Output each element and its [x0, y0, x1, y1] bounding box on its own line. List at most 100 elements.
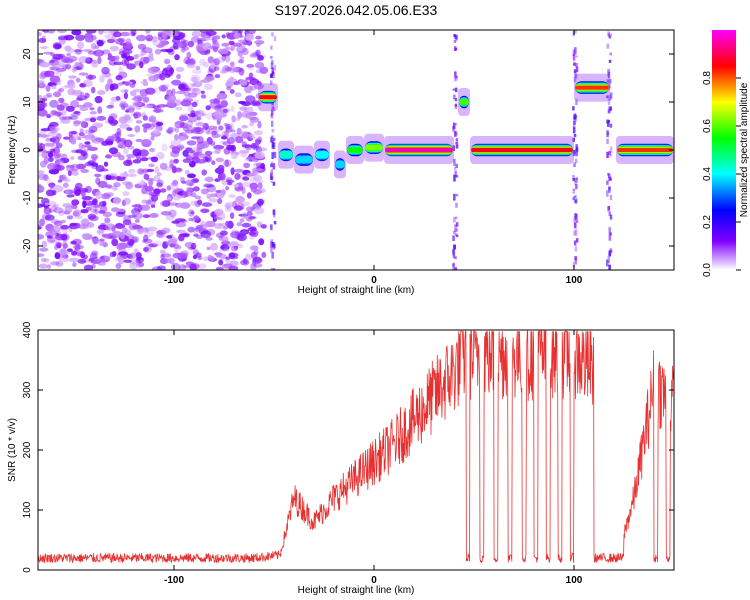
noise-blob — [126, 173, 137, 177]
noise-blob — [129, 90, 137, 97]
noise-blob — [139, 184, 146, 189]
streak-mark — [453, 158, 456, 166]
noise-blob — [120, 89, 126, 93]
noise-blob — [101, 140, 109, 146]
noise-blob — [245, 156, 256, 160]
noise-blob — [224, 55, 231, 63]
noise-blob — [76, 163, 86, 170]
noise-blob — [136, 34, 147, 42]
spectrogram-x-label: Height of straight line (km) — [298, 285, 415, 296]
noise-blob — [154, 48, 162, 55]
noise-blob — [218, 125, 224, 131]
noise-blob — [176, 73, 181, 80]
streak-mark — [609, 194, 613, 201]
noise-blob — [83, 264, 94, 270]
noise-blob — [94, 45, 100, 49]
noise-blob — [84, 134, 93, 141]
noise-blob — [254, 130, 263, 136]
streak-mark — [575, 220, 579, 223]
y-tick-label: -10 — [22, 190, 33, 205]
noise-blob — [207, 56, 214, 64]
y-tick-label: 0 — [22, 147, 33, 153]
noise-blob — [67, 88, 76, 96]
snr-panel: -100 0 100 0 100 200 300 400 Height of straigh… — [7, 321, 675, 596]
noise-blob — [131, 204, 142, 208]
noise-blob — [152, 105, 160, 110]
noise-blob — [125, 181, 133, 190]
noise-blob — [188, 217, 194, 222]
noise-blob — [234, 151, 240, 156]
noise-blob — [100, 241, 107, 247]
noise-blob — [144, 87, 156, 95]
noise-blob — [167, 126, 174, 135]
noise-blob — [224, 206, 233, 213]
noise-blob — [68, 83, 76, 89]
noise-blob — [213, 126, 218, 130]
streak-mark — [452, 249, 455, 253]
noise-blob — [100, 255, 105, 260]
noise-blob — [84, 141, 91, 145]
noise-blob — [77, 104, 86, 108]
noise-blob — [74, 215, 83, 220]
noise-blob — [246, 192, 252, 199]
noise-blob — [185, 170, 190, 175]
noise-region — [38, 30, 269, 270]
noise-blob — [197, 43, 206, 48]
noise-blob — [215, 266, 224, 270]
colorbar-label: Normalized spectral amplitude — [739, 82, 750, 217]
noise-blob — [224, 201, 236, 208]
noise-blob — [94, 95, 103, 104]
y-tick-label: 200 — [22, 441, 33, 458]
noise-blob — [149, 147, 156, 153]
noise-blob — [185, 159, 193, 164]
streak-mark — [272, 151, 276, 156]
streak-mark — [574, 158, 578, 164]
noise-blob — [145, 244, 153, 250]
streak-mark — [271, 152, 274, 159]
noise-blob — [231, 246, 238, 252]
noise-blob — [174, 106, 183, 111]
streak-mark — [452, 266, 455, 270]
streak-mark — [453, 217, 456, 223]
noise-blob — [112, 185, 118, 191]
streak-mark — [454, 171, 457, 177]
noise-blob — [110, 83, 119, 90]
y-tick-label: -20 — [22, 238, 33, 253]
noise-blob — [85, 37, 94, 43]
streak-mark — [608, 94, 612, 101]
streak-mark — [572, 175, 575, 180]
noise-blob — [39, 218, 46, 227]
noise-blob — [182, 126, 190, 132]
noise-blob — [111, 151, 122, 157]
noise-blob — [260, 224, 267, 229]
noise-blob — [247, 227, 257, 232]
streak-mark — [608, 264, 611, 267]
noise-blob — [51, 136, 60, 144]
streak-mark — [608, 234, 612, 241]
streak-mark — [572, 178, 576, 182]
noise-blob — [225, 220, 231, 227]
spectral-features — [258, 73, 674, 179]
noise-blob — [56, 104, 65, 111]
noise-blob — [196, 136, 204, 144]
streak-mark — [575, 63, 578, 68]
noise-blob — [213, 144, 225, 150]
streak-mark — [574, 246, 578, 252]
streak-mark — [454, 223, 457, 226]
noise-blob — [185, 147, 193, 151]
noise-blob — [123, 92, 129, 100]
colorbar-tick-label: 0.0 — [702, 263, 713, 277]
noise-blob — [43, 51, 53, 55]
noise-blob — [81, 144, 86, 149]
noise-blob — [107, 175, 116, 181]
noise-blob — [84, 117, 91, 122]
noise-blob — [53, 91, 62, 98]
noise-blob — [188, 209, 195, 217]
noise-blob — [222, 225, 229, 230]
noise-blob — [191, 69, 202, 74]
noise-blob — [187, 40, 194, 48]
noise-blob — [49, 99, 59, 108]
noise-blob — [193, 215, 200, 221]
noise-blob — [98, 210, 106, 214]
streak-mark — [453, 34, 456, 38]
